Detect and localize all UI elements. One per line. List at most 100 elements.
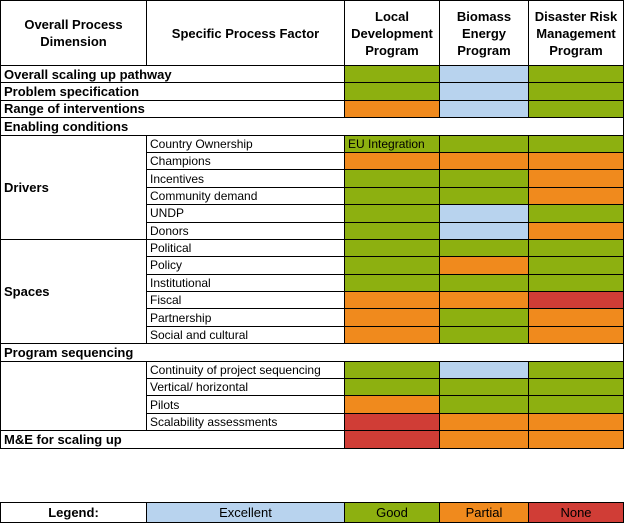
drivers-0-rating-2 xyxy=(528,134,624,153)
sequencing-factor-label: Continuity of project sequencing xyxy=(146,360,345,380)
sequencing-1-rating-2 xyxy=(528,378,624,397)
drivers-0-rating-0: EU Integration xyxy=(344,134,440,153)
table-row: Problem specification xyxy=(0,82,624,101)
table-row: Drivers Country Ownership EU Integration xyxy=(0,134,624,240)
spaces-5-rating-2 xyxy=(528,325,624,345)
spaces-factor-label: Fiscal xyxy=(146,291,345,310)
table-row: Continuity of project sequencing xyxy=(0,360,624,432)
drivers-factor-label: UNDP xyxy=(146,204,345,223)
table-row: Range of interventions xyxy=(0,99,624,119)
legend-label: Legend: xyxy=(0,502,147,523)
spaces-3-rating-1 xyxy=(439,291,529,310)
drivers-3-rating-0 xyxy=(344,186,440,206)
drivers-2-rating-2 xyxy=(528,169,624,188)
spaces-1-rating-2 xyxy=(528,256,624,275)
drivers-0-rating-1 xyxy=(439,134,529,153)
spaces-dimension-label: Spaces xyxy=(0,238,147,345)
overall-2-rating-1 xyxy=(439,99,529,119)
sequencing-dimension-label xyxy=(0,360,147,432)
spaces-0-rating-2 xyxy=(528,238,624,258)
spaces-factor-label: Political xyxy=(146,238,345,258)
overall-dimension-label: Overall scaling up pathway xyxy=(0,64,345,84)
drivers-factor-label: Country Ownership xyxy=(146,134,345,153)
sequencing-2-rating-1 xyxy=(439,395,529,414)
overall-0-rating-2 xyxy=(528,64,624,84)
table-row: Partnership xyxy=(1,308,624,327)
table-row: Champions xyxy=(1,151,624,171)
spaces-0-rating-0 xyxy=(344,238,440,258)
sequencing-0-rating-1 xyxy=(439,360,529,380)
sequencing-factor-label: Pilots xyxy=(146,395,345,414)
spaces-0-rating-1 xyxy=(439,238,529,258)
header-program-biomass: Biomass Energy Program xyxy=(439,0,529,66)
spaces-factor-label: Partnership xyxy=(146,308,345,327)
spaces-factor-label: Policy xyxy=(146,256,345,275)
sequencing-1-rating-1 xyxy=(439,378,529,397)
sequencing-1-rating-0 xyxy=(344,378,440,397)
drivers-2-rating-0 xyxy=(344,169,440,188)
spaces-4-rating-1 xyxy=(439,308,529,327)
table-row: UNDP xyxy=(1,204,624,223)
overall-dimension-label: Problem specification xyxy=(0,82,345,101)
sequencing-2-rating-0 xyxy=(344,395,440,414)
legend-partial: Partial xyxy=(439,502,529,523)
drivers-factor-label: Incentives xyxy=(146,169,345,188)
legend-good: Good xyxy=(344,502,440,523)
drivers-5-rating-1 xyxy=(439,221,529,240)
scaling-assessment-table: Overall Process Dimension Specific Proce… xyxy=(0,0,624,449)
drivers-4-rating-1 xyxy=(439,204,529,223)
sequencing-factor-label: Vertical/ horizontal xyxy=(146,378,345,397)
drivers-4-rating-0 xyxy=(344,204,440,223)
table-row: Donors xyxy=(1,221,624,240)
table-row: Pilots xyxy=(1,395,624,414)
drivers-1-rating-1 xyxy=(439,151,529,171)
table-row: Community demand xyxy=(1,186,624,206)
sequencing-3-rating-2 xyxy=(528,412,624,432)
sequencing-3-rating-1 xyxy=(439,412,529,432)
drivers-3-rating-2 xyxy=(528,186,624,206)
drivers-factor-label: Community demand xyxy=(146,186,345,206)
sequencing-0-rating-0 xyxy=(344,360,440,380)
overall-1-rating-1 xyxy=(439,82,529,101)
drivers-5-rating-0 xyxy=(344,221,440,240)
table-row: Overall scaling up pathway xyxy=(0,64,624,84)
table-row: Social and cultural xyxy=(1,325,624,345)
enabling-conditions-heading: Enabling conditions xyxy=(0,117,624,136)
legend-none: None xyxy=(528,502,624,523)
table-row: Scalability assessments xyxy=(1,412,624,432)
header-row: Overall Process Dimension Specific Proce… xyxy=(0,0,624,66)
sequencing-2-rating-2 xyxy=(528,395,624,414)
table-row: Spaces Political xyxy=(0,238,624,345)
legend: Legend: Excellent Good Partial None xyxy=(0,502,624,523)
overall-0-rating-0 xyxy=(344,64,440,84)
spaces-4-rating-2 xyxy=(528,308,624,327)
drivers-1-rating-0 xyxy=(344,151,440,171)
overall-2-rating-0 xyxy=(344,99,440,119)
overall-dimension-label: Range of interventions xyxy=(0,99,345,119)
sequencing-factor-label: Scalability assessments xyxy=(146,412,345,432)
drivers-factor-label: Champions xyxy=(146,151,345,171)
section-row: Enabling conditions xyxy=(0,117,624,136)
header-program-local: Local Development Program xyxy=(344,0,440,66)
program-sequencing-heading: Program sequencing xyxy=(0,343,624,362)
spaces-factor-label: Social and cultural xyxy=(146,325,345,345)
legend-excellent: Excellent xyxy=(146,502,345,523)
spaces-5-rating-1 xyxy=(439,325,529,345)
header-program-disaster: Disaster Risk Management Program xyxy=(528,0,624,66)
drivers-dimension-label: Drivers xyxy=(0,134,147,240)
spaces-4-rating-0 xyxy=(344,308,440,327)
spaces-2-rating-2 xyxy=(528,273,624,293)
spaces-1-rating-1 xyxy=(439,256,529,275)
spaces-2-rating-0 xyxy=(344,273,440,293)
overall-1-rating-2 xyxy=(528,82,624,101)
header-factor: Specific Process Factor xyxy=(146,0,345,66)
spaces-1-rating-0 xyxy=(344,256,440,275)
spaces-factor-label: Institutional xyxy=(146,273,345,293)
overall-0-rating-1 xyxy=(439,64,529,84)
drivers-3-rating-1 xyxy=(439,186,529,206)
overall-1-rating-0 xyxy=(344,82,440,101)
me-rating-1 xyxy=(439,430,529,449)
me-rating-2 xyxy=(528,430,624,449)
spaces-5-rating-0 xyxy=(344,325,440,345)
me-rating-0 xyxy=(344,430,440,449)
